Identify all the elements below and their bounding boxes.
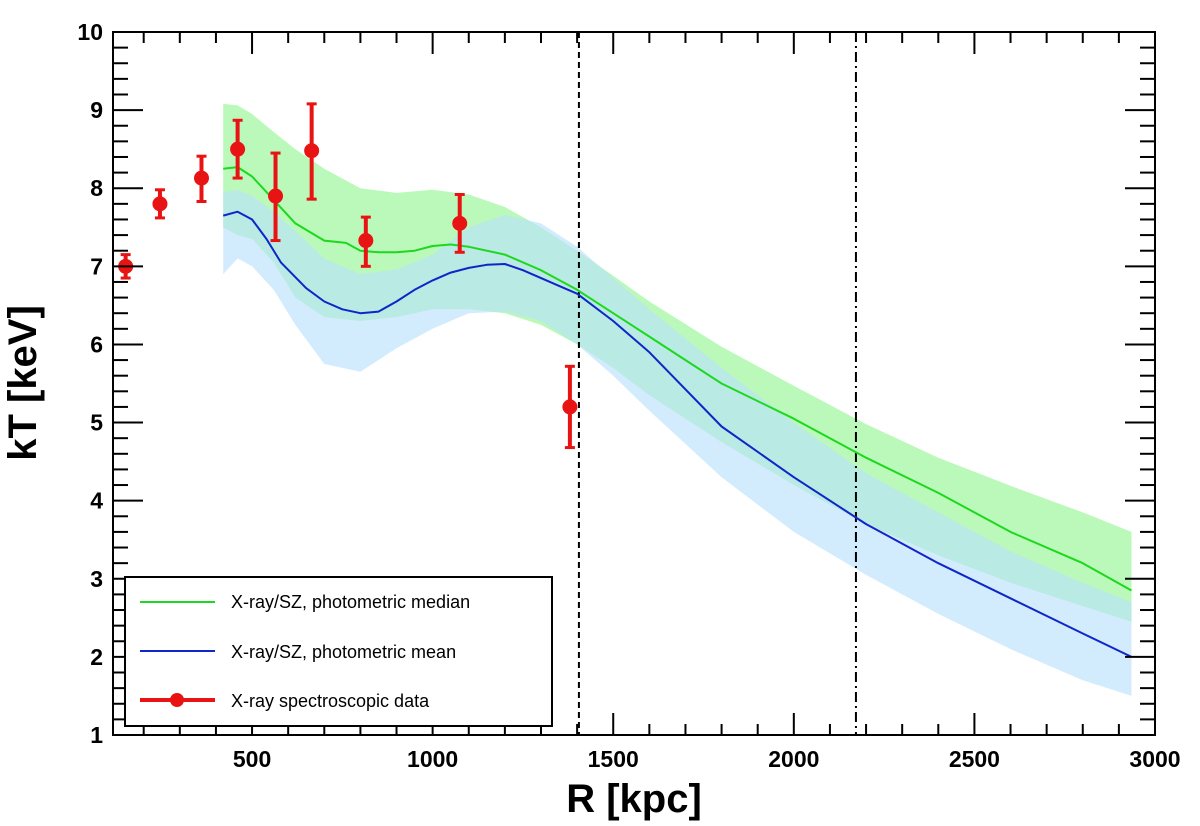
- y-tick-label: 7: [90, 253, 103, 279]
- model-lines: [222, 166, 1132, 658]
- data-marker: [304, 143, 320, 159]
- x-tick-label: 500: [233, 746, 271, 772]
- series-line-median: [223, 166, 1132, 592]
- y-axis-title: kT [keV]: [1, 305, 45, 461]
- x-tick-label: 1000: [407, 746, 458, 772]
- legend-label-median: X-ray/SZ, photometric median: [231, 592, 470, 612]
- y-tick-label: 10: [77, 19, 103, 45]
- x-tick-label: 1500: [588, 746, 639, 772]
- data-marker: [452, 215, 468, 231]
- legend: X-ray/SZ, photometric median X-ray/SZ, p…: [124, 576, 553, 727]
- data-point: [230, 118, 246, 180]
- legend-swatch-data-marker: [170, 693, 184, 707]
- plot-frame: [112, 31, 1156, 736]
- tick-labels: 500 1000 1500 2000 2500 3000 1 2 3 4 5 6 7 8 9 10: [77, 19, 1180, 772]
- reference-lines: [577, 32, 857, 735]
- uncertainty-bands: [223, 103, 1132, 696]
- legend-label-mean: X-ray/SZ, photometric mean: [231, 642, 456, 662]
- y-tick-label: 5: [90, 410, 103, 436]
- data-marker: [230, 141, 246, 157]
- data-marker: [193, 170, 209, 186]
- axis-ticks: [113, 31, 1156, 736]
- y-tick-label: 4: [90, 488, 103, 514]
- x-axis-title: R [kpc]: [566, 777, 702, 821]
- y-tick-label: 6: [90, 331, 103, 357]
- data-point: [268, 151, 284, 243]
- data-point: [152, 188, 168, 220]
- data-marker: [358, 233, 374, 249]
- band-mean: [223, 189, 1132, 696]
- data-point: [304, 102, 320, 201]
- data-point: [193, 154, 209, 204]
- y-tick-label: 8: [90, 175, 103, 201]
- data-marker: [268, 188, 284, 204]
- data-marker: [562, 399, 578, 415]
- y-tick-label: 1: [90, 722, 103, 748]
- legend-label-data: X-ray spectroscopic data: [231, 691, 430, 711]
- x-tick-label: 2500: [949, 746, 1000, 772]
- y-tick-label: 2: [90, 644, 103, 670]
- data-point: [562, 364, 578, 450]
- x-tick-label: 3000: [1129, 746, 1180, 772]
- data-marker: [152, 196, 168, 212]
- x-tick-label: 2000: [768, 746, 819, 772]
- data-point: [452, 192, 468, 254]
- y-tick-label: 9: [90, 97, 103, 123]
- plot-border: [112, 31, 1156, 736]
- series-line-mean: [222, 210, 1132, 658]
- y-tick-label: 3: [90, 566, 103, 592]
- data-point: [358, 215, 374, 268]
